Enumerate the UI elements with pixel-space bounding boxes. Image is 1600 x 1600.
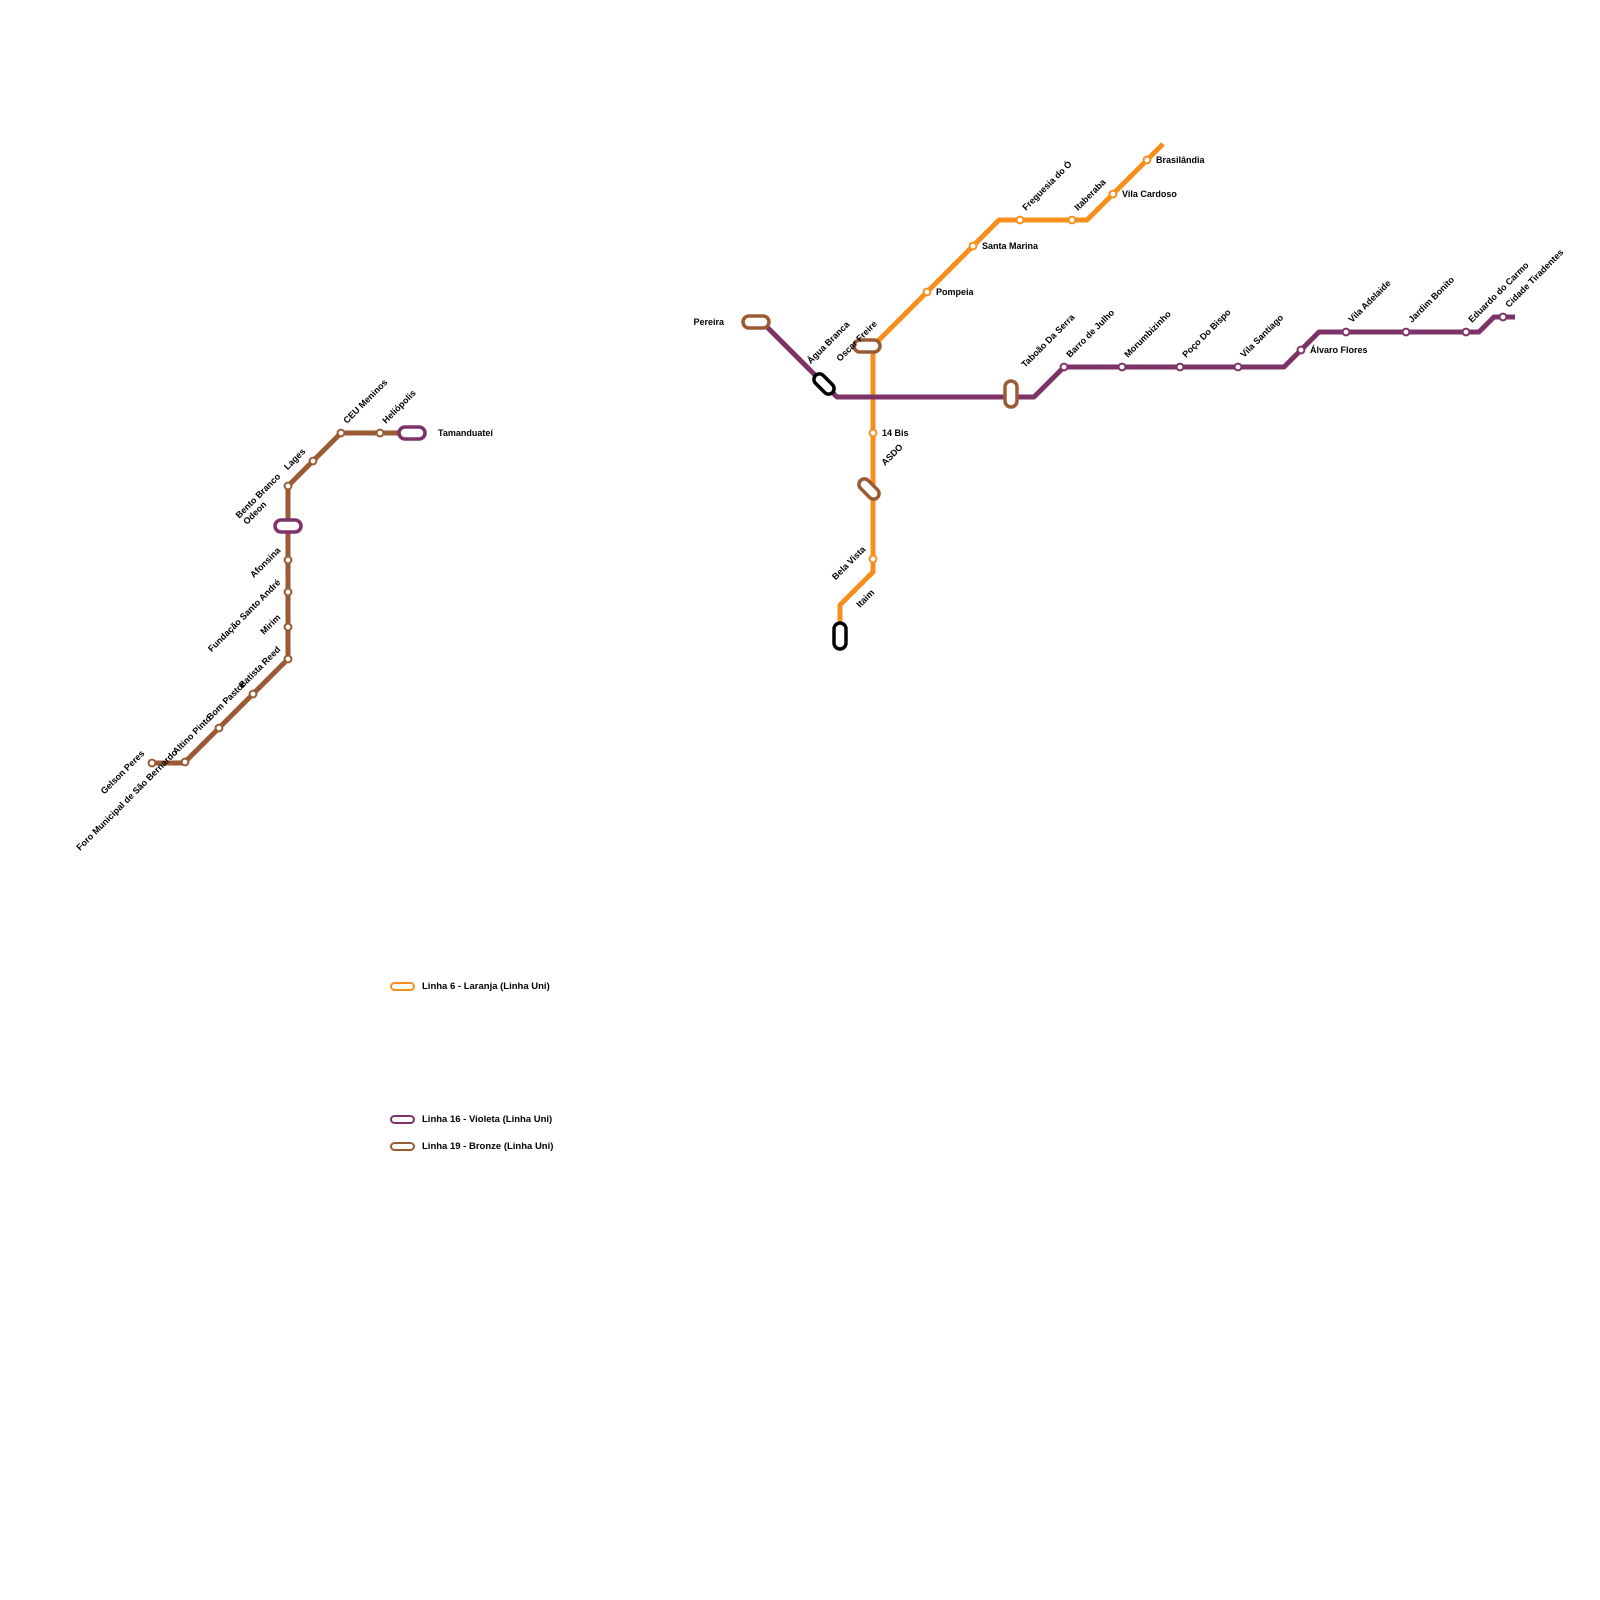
station-odeon[interactable] — [273, 518, 303, 534]
station-morumbizinho-label: Morumbizinho — [1122, 309, 1173, 360]
station-jardim-bonito[interactable] — [1401, 327, 1411, 337]
line-paths — [152, 142, 1515, 766]
station-afonsina-label: Afonsina — [248, 545, 283, 580]
station-foro-municipal-de-sao-bernardo[interactable] — [180, 757, 190, 767]
station-mirim[interactable] — [283, 622, 293, 632]
station-taboao-da-serra[interactable] — [1003, 379, 1019, 409]
station-agua-branca[interactable] — [852, 338, 882, 354]
station-jardim-bonito-label: Jardim Bonito — [1406, 274, 1456, 324]
station-gelson-peres[interactable] — [147, 758, 157, 768]
station-morumbizinho[interactable] — [1117, 362, 1127, 372]
station-santa-marina-label: Santa Marina — [982, 241, 1039, 251]
station-poco-do-bispo-label: Poço Do Bispo — [1180, 307, 1233, 360]
station-altino-pinto-label: Altino Pinto — [171, 713, 214, 756]
line-path-laranja — [837, 142, 1165, 640]
station-batista-reed[interactable] — [283, 654, 293, 664]
station-brasilandia[interactable] — [1142, 155, 1152, 165]
station-tamanduatei[interactable] — [397, 425, 427, 441]
station-alvaro-flores[interactable] — [1296, 345, 1306, 355]
station-14-bis-label: 14 Bis — [882, 428, 909, 438]
station-freguesia-do-o-label: Freguesia do Ó — [1020, 158, 1074, 212]
station-poco-do-bispo[interactable] — [1175, 362, 1185, 372]
station-14-bis[interactable] — [868, 428, 878, 438]
station-pompeia-label: Pompeia — [936, 287, 975, 297]
station-vila-adelaide[interactable] — [1341, 327, 1351, 337]
station-vila-cardoso-label: Vila Cardoso — [1122, 189, 1177, 199]
station-ceu-meninos[interactable] — [336, 428, 346, 438]
station-mirim-label: Mirim — [258, 612, 282, 636]
station-barro-de-julho[interactable] — [1059, 362, 1069, 372]
station-asdo-label: ASDO — [879, 442, 904, 467]
station-itaim[interactable] — [832, 621, 848, 651]
station-bom-pastor[interactable] — [248, 689, 258, 699]
line-path-violeta — [762, 314, 1515, 400]
station-pereira[interactable] — [741, 314, 771, 330]
station-vila-santiago[interactable] — [1233, 362, 1243, 372]
station-fundacao-santo-andre[interactable] — [283, 587, 293, 597]
station-bom-pastor-label: Bom Pastor — [205, 679, 248, 722]
station-oscar-freire[interactable] — [812, 372, 837, 397]
station-heliopolis-label: Heliópolis — [380, 388, 417, 425]
station-barro-de-julho-label: Barro de Julho — [1064, 307, 1116, 359]
station-pompeia[interactable] — [922, 287, 932, 297]
station-vila-cardoso[interactable] — [1108, 189, 1118, 199]
station-lages[interactable] — [308, 456, 318, 466]
station-bela-vista-label: Bela Vista — [830, 544, 868, 582]
station-heliopolis[interactable] — [375, 428, 385, 438]
station-itaberaba[interactable] — [1067, 215, 1077, 225]
station-afonsina[interactable] — [283, 555, 293, 565]
station-vila-adelaide-label: Vila Adelaide — [1346, 278, 1392, 324]
station-eduardo-do-carmo[interactable] — [1461, 327, 1471, 337]
station-santa-marina[interactable] — [968, 241, 978, 251]
station-freguesia-do-o[interactable] — [1015, 215, 1025, 225]
station-bela-vista[interactable] — [868, 554, 878, 564]
station-vila-santiago-label: Vila Santiago — [1238, 312, 1285, 359]
station-tamanduatei-label: Tamanduateí — [438, 428, 493, 438]
station-altino-pinto[interactable] — [214, 723, 224, 733]
station-alvaro-flores-label: Álvaro Flores — [1310, 345, 1368, 355]
station-pereira-label: Pereira — [693, 317, 725, 327]
line-path-bronze — [152, 430, 412, 766]
station-taboao-da-serra-label: Taboão Da Serra — [1019, 312, 1077, 370]
station-cidade-tiradentes[interactable] — [1498, 312, 1508, 322]
station-asdo[interactable] — [857, 477, 882, 502]
station-bento-branco[interactable] — [283, 481, 293, 491]
station-brasilandia-label: Brasilândia — [1156, 155, 1206, 165]
